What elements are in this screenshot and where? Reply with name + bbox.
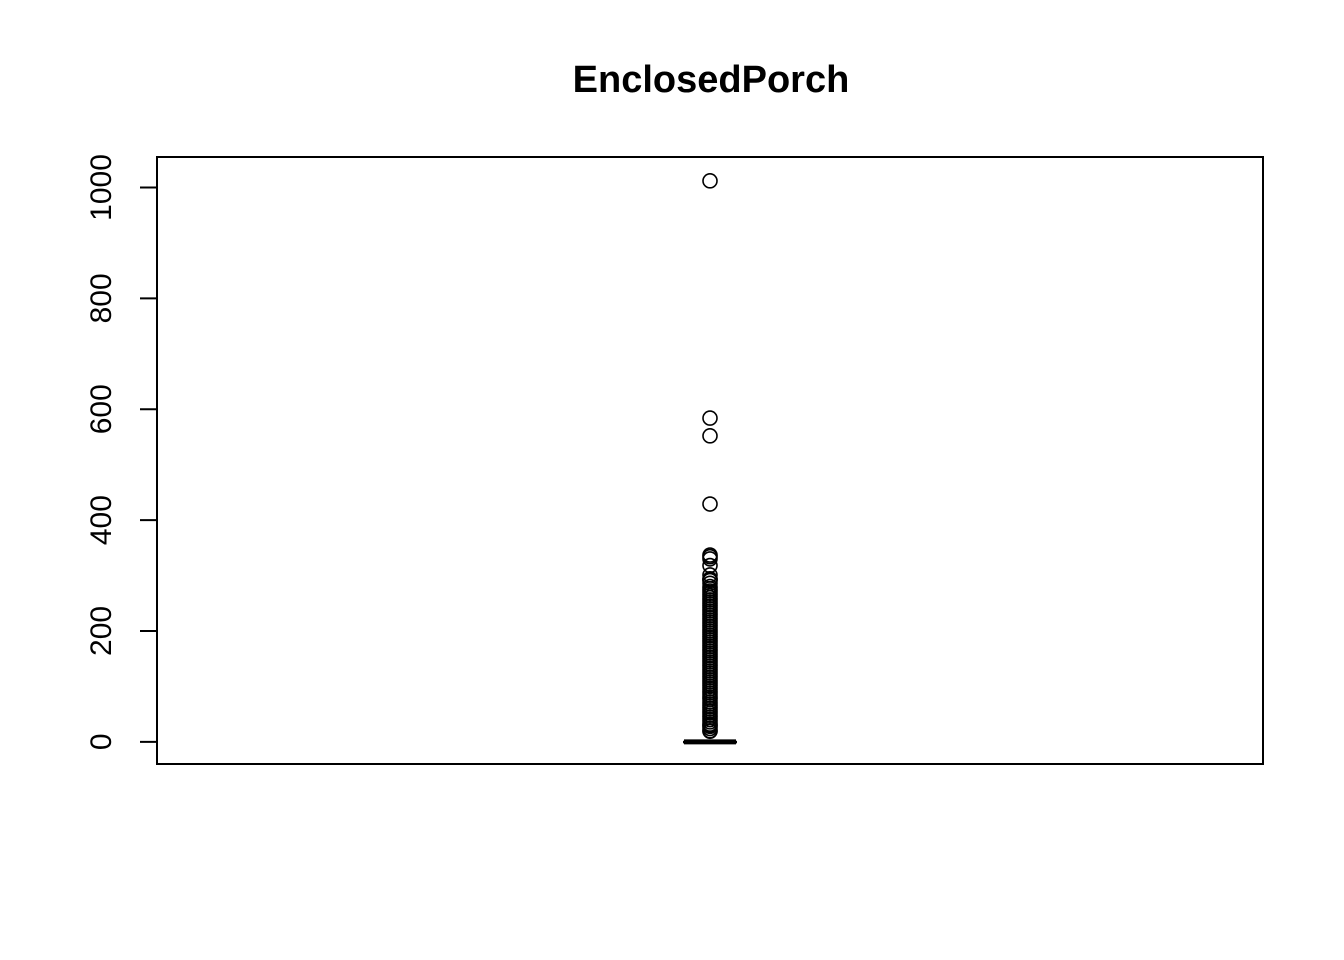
outlier-point	[702, 410, 718, 426]
y-tick-label: 600	[85, 384, 118, 434]
outlier-point	[702, 173, 718, 189]
outlier-points	[702, 173, 718, 740]
outlier-point	[702, 551, 718, 567]
outlier-point	[702, 723, 718, 740]
box-plot	[683, 739, 737, 745]
y-tick-label: 400	[85, 495, 118, 545]
y-axis: 0 200 400 600 800 1000	[85, 154, 158, 750]
y-tick-label: 1000	[85, 154, 118, 221]
y-tick-label: 200	[85, 606, 118, 656]
outlier-point	[702, 428, 718, 444]
y-tick-label: 0	[85, 733, 118, 750]
outlier-point	[702, 496, 718, 512]
chart-title: EnclosedPorch	[573, 59, 850, 101]
y-tick-label: 800	[85, 273, 118, 323]
